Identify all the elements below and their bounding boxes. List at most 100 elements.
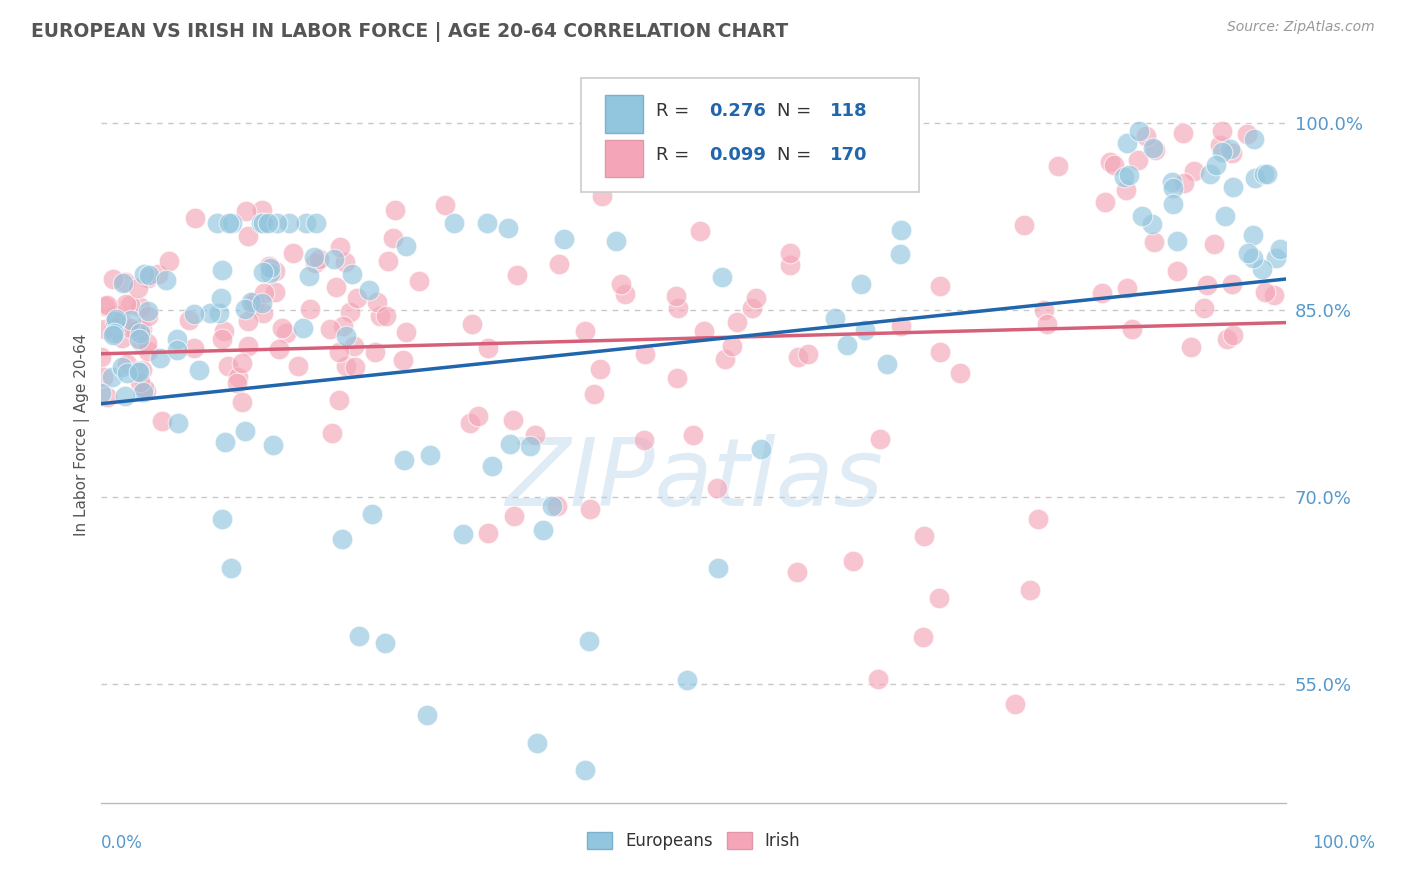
- FancyBboxPatch shape: [605, 139, 643, 177]
- Point: [136, 271, 159, 285]
- Point: [295, 216, 318, 230]
- Point: [90, 351, 112, 365]
- Point: [332, 318, 354, 333]
- Point: [1035, 317, 1057, 331]
- Point: [128, 301, 150, 315]
- Point: [1263, 288, 1285, 302]
- Point: [104, 308, 127, 322]
- Point: [1222, 179, 1244, 194]
- Point: [682, 428, 704, 442]
- Point: [304, 216, 326, 230]
- Point: [211, 332, 233, 346]
- Point: [233, 302, 256, 317]
- Point: [553, 232, 575, 246]
- Point: [869, 432, 891, 446]
- Point: [1268, 242, 1291, 256]
- Point: [188, 363, 211, 377]
- Point: [146, 267, 169, 281]
- Point: [546, 499, 568, 513]
- Point: [1219, 142, 1241, 156]
- Point: [574, 763, 596, 777]
- Point: [1099, 155, 1122, 169]
- Point: [302, 250, 325, 264]
- Point: [321, 425, 343, 440]
- Point: [155, 273, 177, 287]
- Point: [912, 529, 935, 543]
- Text: EUROPEAN VS IRISH IN LABOR FORCE | AGE 20-64 CORRELATION CHART: EUROPEAN VS IRISH IN LABOR FORCE | AGE 2…: [31, 22, 789, 42]
- Point: [94, 322, 117, 336]
- Y-axis label: In Labor Force | Age 20-64: In Labor Force | Age 20-64: [75, 334, 90, 536]
- Text: 100.0%: 100.0%: [1312, 834, 1375, 852]
- Point: [911, 630, 934, 644]
- Point: [292, 321, 315, 335]
- Point: [1102, 158, 1125, 172]
- Point: [578, 634, 600, 648]
- Point: [249, 216, 271, 230]
- Point: [259, 260, 281, 275]
- Point: [496, 220, 519, 235]
- Point: [111, 331, 134, 345]
- Point: [205, 216, 228, 230]
- Point: [1033, 303, 1056, 318]
- Point: [582, 387, 605, 401]
- Point: [1265, 252, 1288, 266]
- Point: [1256, 167, 1278, 181]
- Point: [531, 523, 554, 537]
- Point: [129, 326, 152, 341]
- Point: [343, 339, 366, 353]
- Point: [91, 370, 114, 384]
- Point: [319, 322, 342, 336]
- Point: [150, 414, 173, 428]
- Point: [238, 228, 260, 243]
- Point: [797, 346, 820, 360]
- Point: [1213, 209, 1236, 223]
- Point: [135, 384, 157, 398]
- Point: [786, 350, 808, 364]
- Point: [335, 359, 357, 373]
- Point: [725, 315, 748, 329]
- Point: [136, 344, 159, 359]
- Point: [666, 301, 689, 315]
- Point: [588, 362, 610, 376]
- Point: [779, 246, 801, 260]
- Point: [231, 356, 253, 370]
- Point: [110, 315, 132, 329]
- Point: [633, 434, 655, 448]
- Point: [211, 262, 233, 277]
- Point: [835, 338, 858, 352]
- Point: [1254, 285, 1277, 299]
- Point: [1215, 332, 1237, 346]
- Text: ZIPatlas: ZIPatlas: [505, 434, 883, 524]
- Point: [1161, 197, 1184, 211]
- Point: [357, 284, 380, 298]
- Point: [1166, 264, 1188, 278]
- Point: [526, 736, 548, 750]
- Point: [114, 275, 136, 289]
- Point: [104, 312, 127, 326]
- Point: [236, 339, 259, 353]
- Point: [458, 417, 481, 431]
- Point: [136, 335, 159, 350]
- Point: [706, 481, 728, 495]
- Point: [270, 320, 292, 334]
- Point: [198, 306, 221, 320]
- Point: [614, 287, 637, 301]
- Point: [131, 362, 153, 376]
- Point: [118, 320, 141, 334]
- Point: [394, 325, 416, 339]
- Point: [339, 304, 361, 318]
- Point: [1130, 209, 1153, 223]
- Point: [1211, 145, 1233, 160]
- Point: [1004, 697, 1026, 711]
- Point: [451, 527, 474, 541]
- Point: [849, 277, 872, 292]
- Point: [1199, 167, 1222, 181]
- Point: [868, 672, 890, 686]
- Point: [166, 332, 188, 346]
- Point: [928, 591, 950, 606]
- Point: [1143, 235, 1166, 250]
- Point: [1121, 322, 1143, 336]
- Point: [325, 280, 347, 294]
- Point: [90, 386, 112, 401]
- Point: [751, 442, 773, 456]
